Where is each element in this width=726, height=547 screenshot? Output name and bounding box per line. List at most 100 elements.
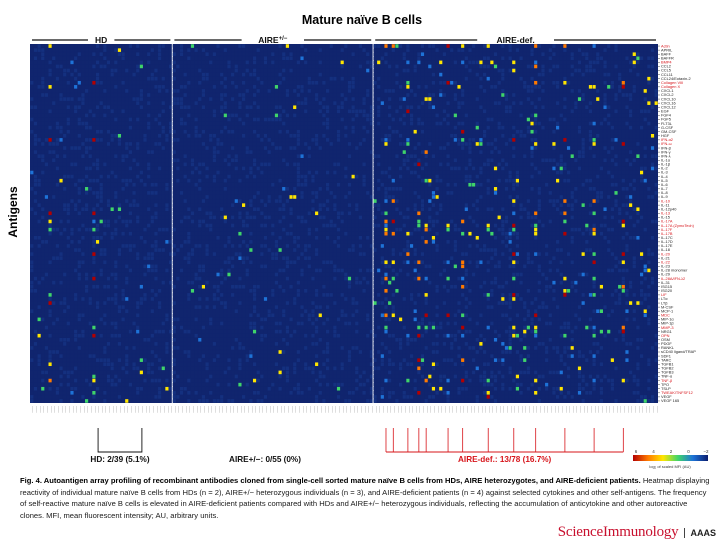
heatmap-cell <box>114 358 118 362</box>
heatmap-cell <box>161 260 165 265</box>
heatmap-cell <box>88 382 92 387</box>
heatmap-cell <box>227 350 231 354</box>
heatmap-cell <box>30 280 34 285</box>
heatmap-cell <box>172 129 176 134</box>
heatmap-cell <box>150 305 154 309</box>
heatmap-cell <box>231 162 235 167</box>
heatmap-cell <box>63 146 67 150</box>
heatmap-cell <box>139 293 143 297</box>
heatmap-cell <box>106 252 111 256</box>
heatmap-cell <box>30 382 34 387</box>
heatmap-cell <box>234 268 238 273</box>
heatmap-cell <box>136 272 140 277</box>
heatmap-cell <box>30 366 34 371</box>
heatmap-cell <box>125 178 129 183</box>
heatmap-cell <box>143 97 147 101</box>
heatmap-cell <box>37 211 41 216</box>
heatmap-cell <box>136 187 140 191</box>
heatmap-cell <box>231 248 235 252</box>
heatmap-cell <box>227 354 231 358</box>
heatmap-cell <box>74 325 78 330</box>
heatmap-cell <box>132 138 136 142</box>
heatmap-cell <box>183 284 187 289</box>
heatmap-cell <box>209 178 213 183</box>
heatmap-cell <box>158 154 162 158</box>
heatmap-cell <box>114 117 118 122</box>
heatmap-cell <box>165 252 169 256</box>
heatmap-cell <box>121 182 125 187</box>
heatmap-cell <box>209 44 213 48</box>
heatmap-cell <box>227 374 231 379</box>
heatmap-cell <box>161 109 165 114</box>
heatmap-cell <box>52 289 56 293</box>
heatmap-cell <box>88 289 92 293</box>
heatmap-cell <box>143 191 147 195</box>
heatmap-cell <box>125 146 129 150</box>
heatmap-cell <box>37 113 41 118</box>
heatmap-cell <box>165 68 169 73</box>
heatmap-cell <box>37 162 41 167</box>
heatmap-cell <box>172 105 176 110</box>
heatmap-cell <box>132 264 136 269</box>
heatmap-cell <box>30 248 34 252</box>
heatmap-cell <box>176 268 180 273</box>
heatmap-cell <box>223 68 227 73</box>
heatmap-cell <box>125 382 129 387</box>
heatmap-cell <box>48 101 52 105</box>
heatmap-cell <box>143 293 147 297</box>
heatmap-cell <box>139 272 143 277</box>
heatmap-cell <box>161 309 165 313</box>
heatmap-cell <box>77 317 81 322</box>
heatmap-cell <box>168 252 173 256</box>
heatmap-cell <box>161 113 165 118</box>
heatmap-cell <box>52 89 56 93</box>
heatmap-cell <box>125 89 129 93</box>
heatmap-cell <box>220 109 224 114</box>
heatmap-cell <box>147 235 151 240</box>
heatmap-cell <box>48 260 52 265</box>
heatmap-cell <box>33 150 38 154</box>
heatmap-cell <box>30 48 34 52</box>
heatmap-cell <box>117 301 122 305</box>
heatmap-cell <box>121 333 125 338</box>
heatmap-cell <box>103 129 107 134</box>
heatmap-cell <box>209 350 213 354</box>
heatmap-cell <box>234 113 238 118</box>
heatmap-cell <box>48 342 52 346</box>
heatmap-cell <box>41 146 45 150</box>
heatmap-cell <box>139 333 143 338</box>
heatmap-cell <box>194 125 198 130</box>
heatmap-cell <box>220 272 224 277</box>
heatmap-cell <box>77 142 81 146</box>
heatmap-cell <box>103 113 107 118</box>
heatmap-cell <box>77 129 81 134</box>
heatmap-cell <box>99 60 103 65</box>
heatmap-cell <box>103 48 107 52</box>
heatmap-cell <box>114 370 118 375</box>
heatmap-cell <box>216 244 220 248</box>
heatmap-cell <box>220 289 224 293</box>
heatmap-cell <box>209 68 213 73</box>
heatmap-cell <box>55 366 59 371</box>
heatmap-cell <box>66 366 70 371</box>
heatmap-cell <box>121 76 125 81</box>
heatmap-cell <box>88 207 92 212</box>
heatmap-cell <box>216 358 220 362</box>
heatmap-cell <box>209 260 213 265</box>
heatmap-cell <box>106 142 111 146</box>
heatmap-cell <box>194 272 198 277</box>
heatmap-cell <box>212 154 216 158</box>
heatmap-cell <box>234 89 238 93</box>
heatmap-cell <box>187 313 191 318</box>
heatmap-cell <box>74 256 78 260</box>
heatmap-cell <box>63 154 67 158</box>
heatmap-cell <box>59 113 63 118</box>
heatmap-cell <box>139 215 143 220</box>
heatmap-cell <box>216 235 220 240</box>
heatmap-cell <box>44 68 48 73</box>
heatmap-cell <box>37 333 41 338</box>
heatmap-cell <box>114 219 118 224</box>
heatmap-cell <box>209 158 213 163</box>
heatmap-cell <box>99 191 103 195</box>
heatmap-cell <box>117 174 122 179</box>
